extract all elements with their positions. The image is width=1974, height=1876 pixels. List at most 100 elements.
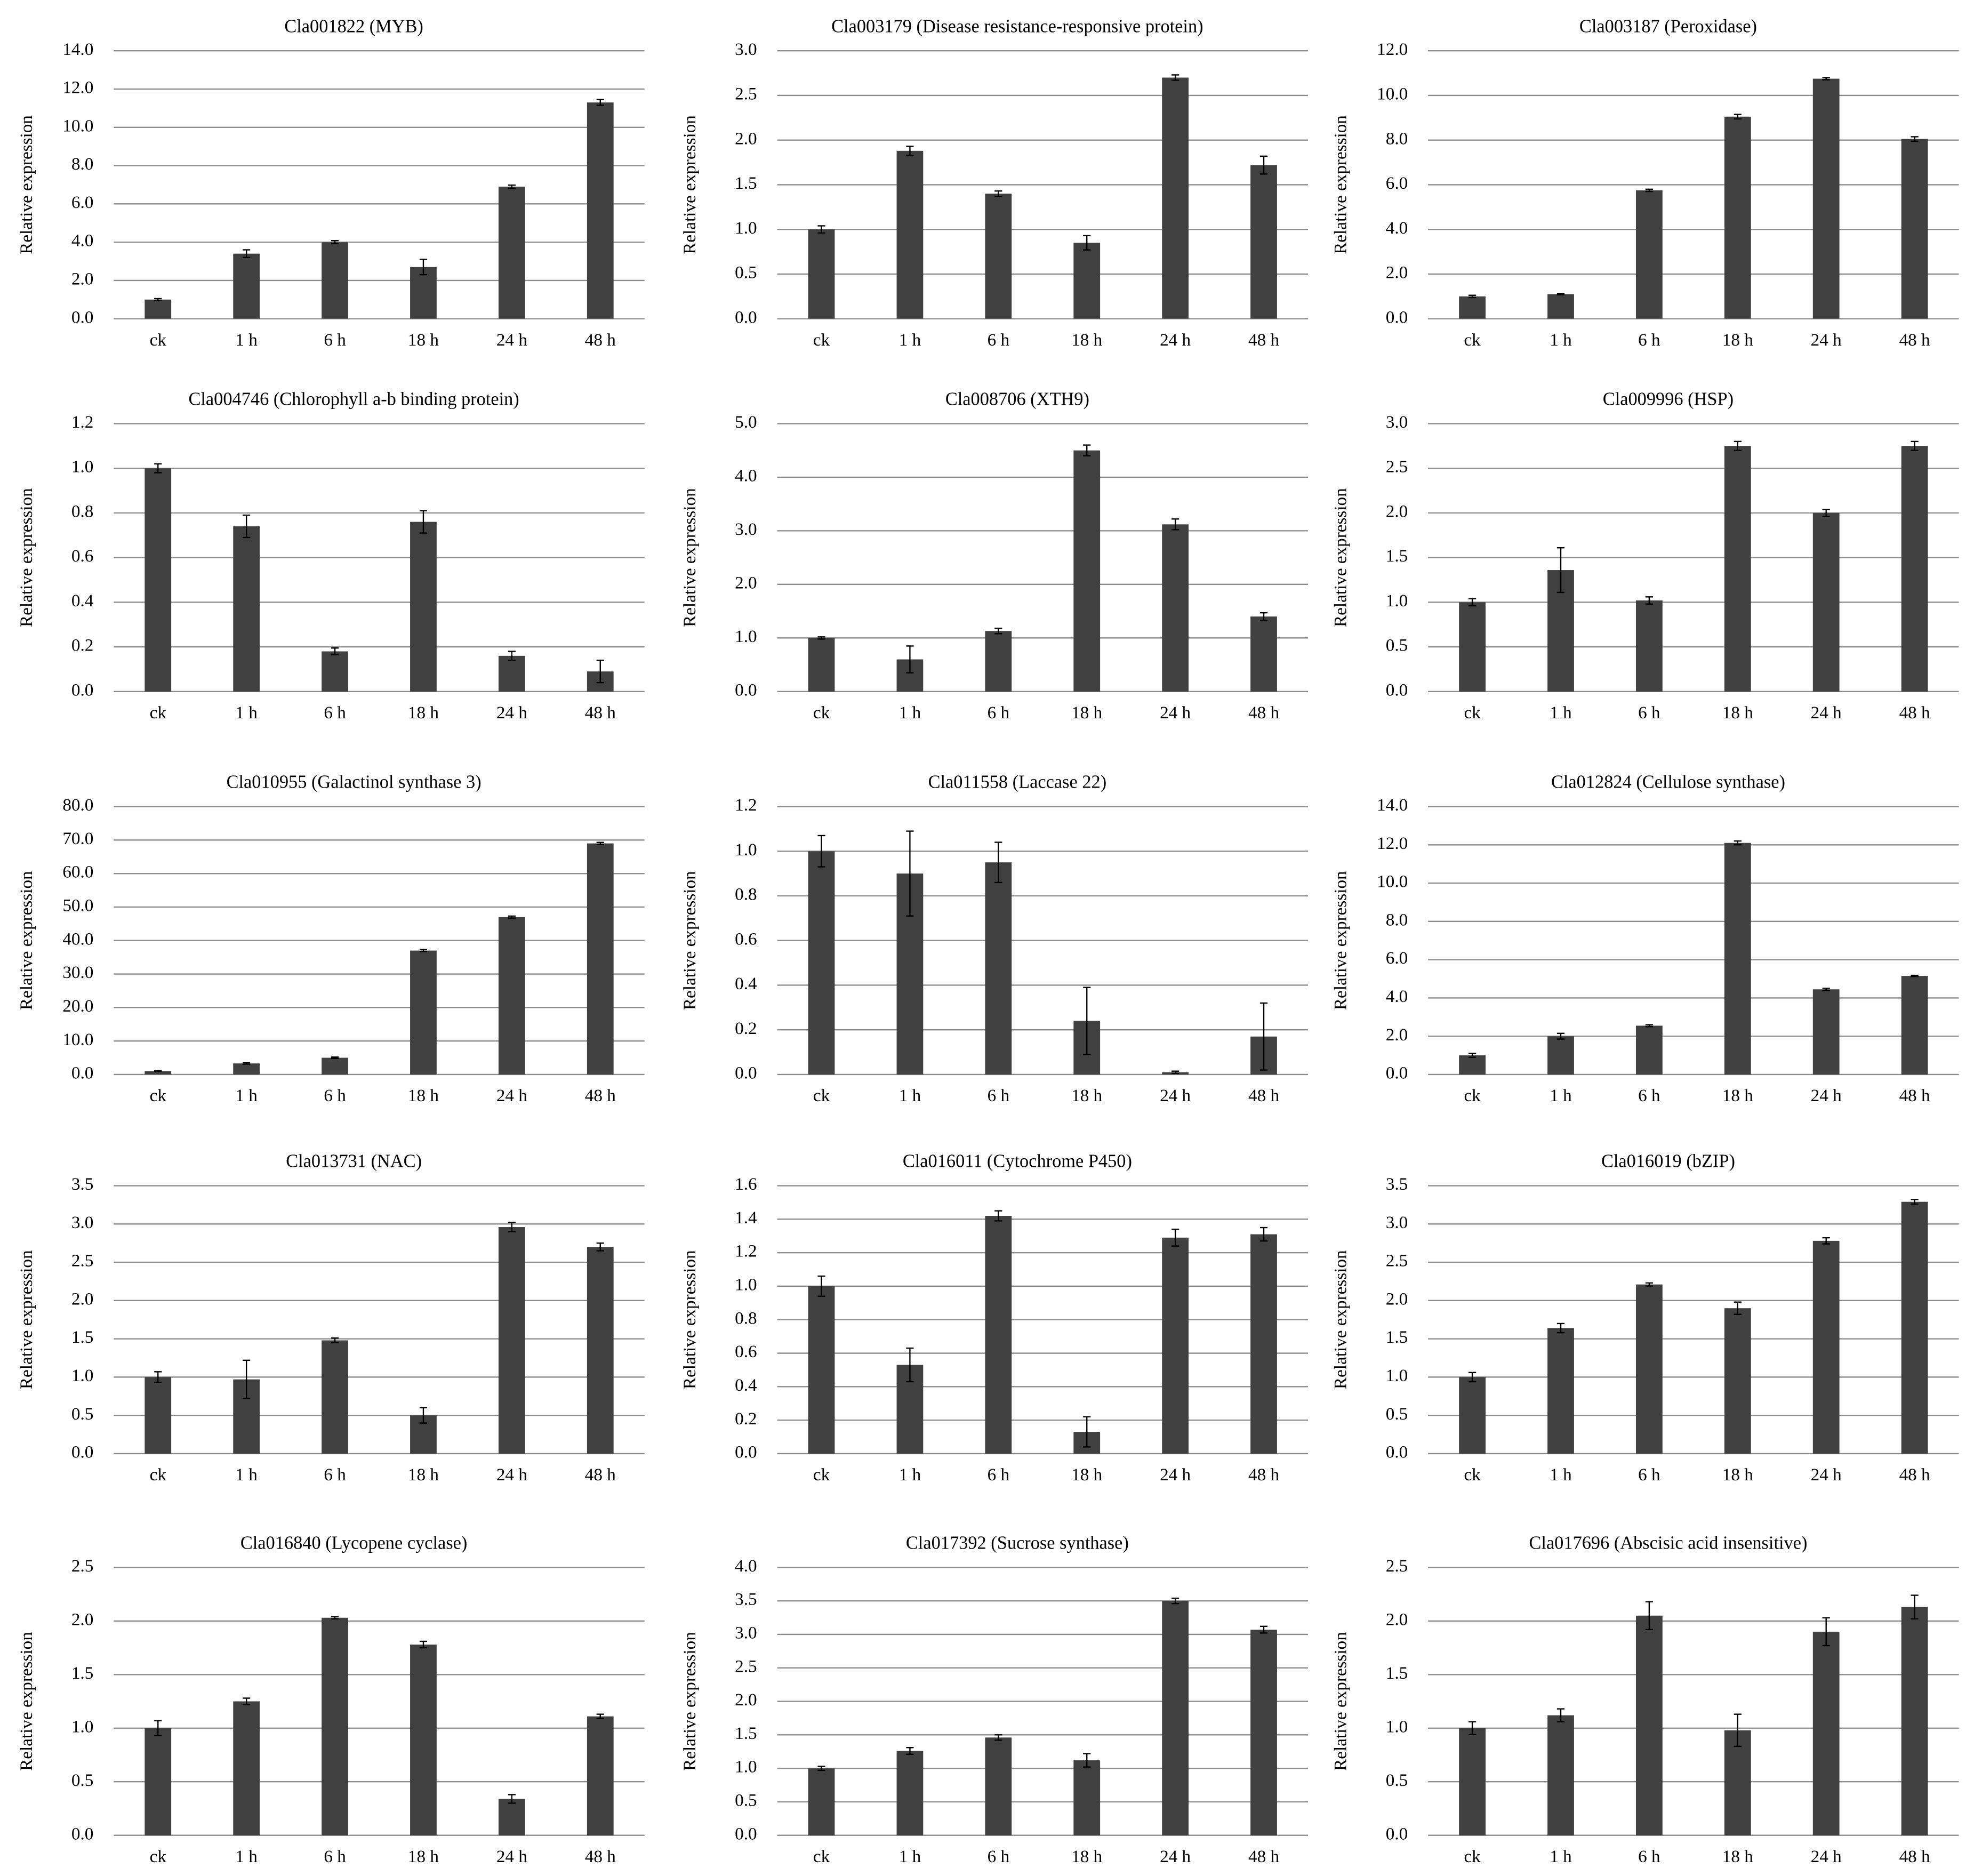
bar [145, 1728, 172, 1835]
chart-title: Cla001822 (MYB) [284, 16, 423, 36]
bar [808, 1768, 835, 1835]
x-tick-label: ck [150, 703, 167, 723]
bar [1636, 1284, 1663, 1454]
error-bar [906, 1746, 914, 1755]
error-bar [1083, 444, 1091, 456]
y-tick-label: 0.2 [735, 1019, 757, 1038]
y-tick-label: 0.0 [71, 680, 93, 700]
bar [1636, 1615, 1663, 1835]
error-bar [1259, 1625, 1268, 1634]
bar [145, 1377, 172, 1454]
error-bar [1645, 1024, 1654, 1028]
x-tick-label: 24 h [1160, 330, 1191, 350]
error-bar [419, 949, 428, 952]
y-tick-label: 8.0 [1386, 910, 1408, 929]
error-bar [331, 1056, 339, 1060]
error-bar [243, 514, 251, 539]
y-tick-label: 1.0 [735, 1275, 757, 1295]
y-tick-label: 8.0 [71, 154, 93, 174]
bar [1901, 446, 1928, 692]
chart-title: Cla008706 (XTH9) [945, 389, 1089, 410]
y-tick-label: 2.5 [735, 1656, 757, 1676]
x-tick-label: ck [1464, 1086, 1481, 1105]
y-tick-label: 0.2 [735, 1409, 757, 1429]
bar [498, 187, 525, 319]
x-tick-label: ck [1464, 1847, 1481, 1866]
y-axis-label: Relative expression [1331, 115, 1351, 254]
x-tick-label: 6 h [988, 703, 1010, 723]
x-tick-label: 18 h [1722, 703, 1753, 723]
y-tick-label: 2.0 [1386, 1025, 1408, 1045]
bar [808, 229, 835, 319]
bar [1901, 1607, 1928, 1835]
bar [410, 267, 437, 319]
x-tick-label: 6 h [988, 330, 1010, 350]
x-tick-label: 24 h [1160, 1465, 1191, 1485]
y-tick-label: 0.6 [71, 546, 93, 566]
y-axis-label: Relative expression [17, 115, 36, 254]
y-tick-label: 4.0 [735, 466, 757, 485]
bar [1901, 976, 1928, 1075]
bar [985, 1737, 1012, 1835]
y-tick-label: 0.0 [735, 1824, 757, 1843]
x-tick-label: 48 h [1899, 1086, 1930, 1105]
bar [1812, 512, 1840, 692]
error-bar [1822, 1617, 1830, 1647]
x-tick-label: 18 h [1071, 1086, 1102, 1105]
y-axis-label: Relative expression [17, 1250, 36, 1389]
x-tick-label: 18 h [408, 1086, 439, 1105]
y-tick-label: 2.5 [1386, 1251, 1408, 1271]
y-tick-label: 60.0 [62, 862, 93, 882]
y-tick-label: 6.0 [1386, 173, 1408, 193]
bar [1547, 294, 1574, 319]
x-tick-label: 24 h [496, 703, 527, 723]
y-tick-label: 1.5 [735, 1723, 757, 1743]
y-tick-label: 0.2 [71, 636, 93, 655]
x-tick-label: 18 h [1071, 330, 1102, 350]
error-bar [1556, 547, 1565, 594]
error-bar [596, 841, 604, 845]
y-tick-label: 4.0 [71, 231, 93, 251]
x-tick-label: 1 h [899, 1847, 921, 1866]
error-bar [508, 651, 516, 661]
x-tick-label: ck [813, 703, 830, 723]
y-tick-label: 0.5 [1386, 1404, 1408, 1424]
chart-panel: Cla003179 (Disease resistance-responsive… [680, 16, 1308, 350]
y-tick-label: 0.4 [735, 1375, 757, 1395]
y-tick-label: 10.0 [62, 116, 93, 135]
y-tick-label: 1.5 [1386, 1327, 1408, 1347]
bar [1724, 1308, 1751, 1454]
y-tick-label: 6.0 [71, 193, 93, 212]
bar [1162, 1601, 1189, 1835]
x-tick-label: ck [150, 1847, 167, 1866]
bar [410, 1644, 437, 1835]
error-bar [1734, 114, 1742, 120]
x-tick-label: 48 h [585, 330, 616, 350]
x-tick-label: 18 h [408, 1847, 439, 1866]
bar [1724, 116, 1751, 319]
y-tick-label: 0.0 [71, 1442, 93, 1462]
y-tick-label: 1.0 [735, 218, 757, 238]
x-tick-label: ck [813, 1465, 830, 1485]
bar [1636, 190, 1663, 319]
error-bar [817, 1766, 825, 1771]
y-tick-label: 4.0 [735, 1556, 757, 1576]
error-bar [994, 1734, 1002, 1741]
x-tick-label: 6 h [1638, 1465, 1660, 1485]
y-tick-label: 1.5 [71, 1327, 93, 1347]
bar [808, 851, 835, 1075]
bar [985, 631, 1012, 692]
chart-title: Cla016019 (bZIP) [1601, 1151, 1735, 1172]
y-tick-label: 20.0 [62, 996, 93, 1016]
y-tick-label: 0.0 [1386, 1442, 1408, 1462]
y-tick-label: 14.0 [62, 39, 93, 59]
error-bar [243, 249, 251, 259]
y-tick-label: 2.5 [1386, 457, 1408, 477]
bar [498, 917, 525, 1075]
bar [1812, 1631, 1840, 1835]
y-tick-label: 3.5 [1386, 1174, 1408, 1194]
error-bar [154, 298, 162, 301]
bar [896, 1751, 924, 1835]
bar [587, 102, 614, 319]
y-tick-label: 2.0 [1386, 263, 1408, 283]
